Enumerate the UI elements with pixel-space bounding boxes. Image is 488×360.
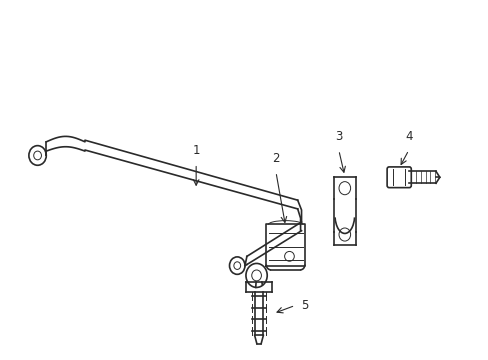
- Text: 3: 3: [334, 130, 342, 144]
- Text: 5: 5: [301, 299, 308, 312]
- Text: 2: 2: [272, 152, 279, 165]
- Text: 1: 1: [192, 144, 200, 157]
- Text: 4: 4: [404, 130, 412, 144]
